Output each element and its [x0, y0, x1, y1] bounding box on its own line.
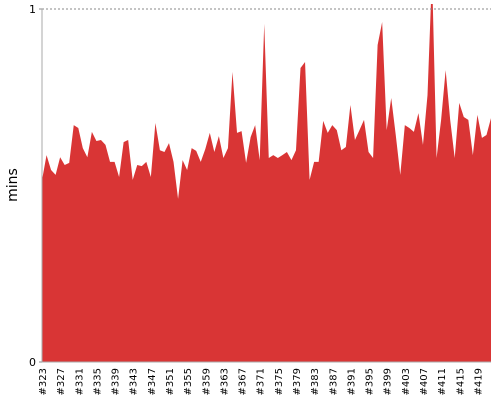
- x-tick-label: #371: [256, 368, 267, 395]
- x-tick-label: #323: [38, 368, 49, 395]
- x-tick-label: #347: [147, 368, 158, 395]
- y-tick-label: 1: [29, 3, 36, 16]
- x-tick-label: #419: [473, 368, 484, 395]
- x-tick-label: #403: [401, 368, 412, 395]
- x-tick-label: #391: [346, 368, 357, 395]
- x-tick-label: #407: [419, 368, 430, 395]
- x-tick-label: #395: [365, 368, 376, 395]
- x-tick-label: #327: [56, 368, 67, 395]
- x-tick-label: #343: [129, 368, 140, 395]
- x-tick-label: #383: [310, 368, 321, 395]
- x-tick-label: #415: [455, 368, 466, 395]
- x-tick-label: #351: [165, 368, 176, 395]
- x-tick-label: #399: [383, 368, 394, 395]
- x-tick-label: #339: [111, 368, 122, 395]
- x-tick-label: #331: [74, 368, 85, 395]
- x-tick-label: #355: [183, 368, 194, 395]
- x-tick-label: #387: [328, 368, 339, 395]
- y-tick-label: 0: [29, 356, 36, 369]
- y-axis-label: mins: [5, 168, 21, 202]
- x-tick-label: #359: [201, 368, 212, 395]
- x-tick-label: #375: [274, 368, 285, 395]
- x-tick-label: #367: [238, 368, 249, 395]
- x-tick-label: #363: [219, 368, 230, 395]
- area: [42, 4, 491, 362]
- x-tick-label: #335: [92, 368, 103, 395]
- x-tick-label: #411: [437, 368, 448, 395]
- x-tick-label: #379: [292, 368, 303, 395]
